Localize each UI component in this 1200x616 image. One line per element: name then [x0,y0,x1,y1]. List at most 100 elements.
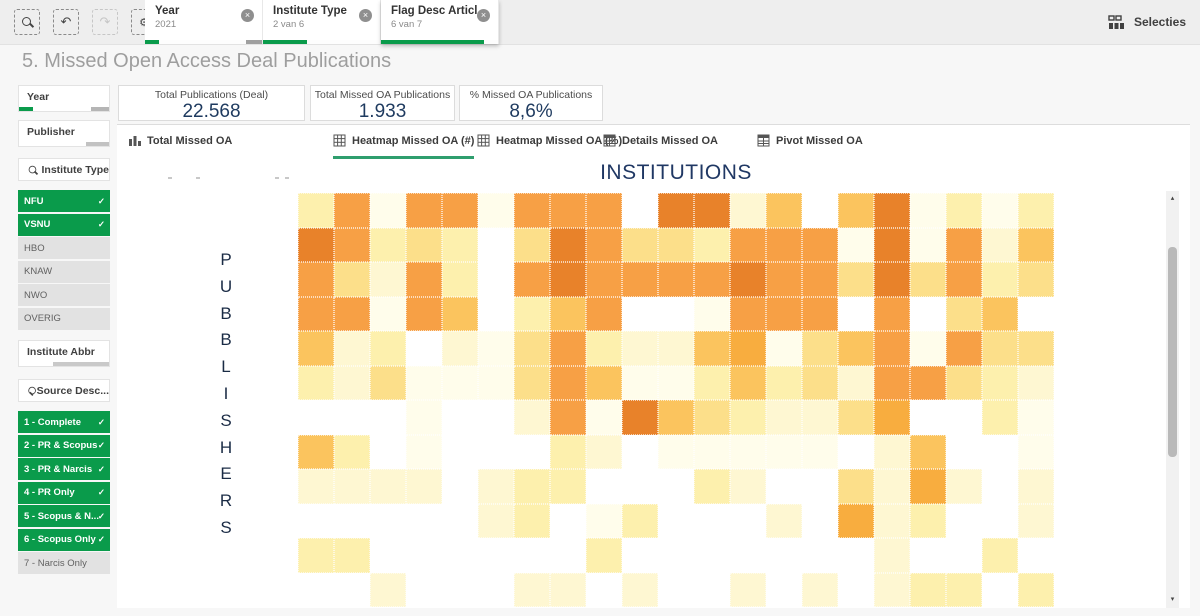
heatmap-cell[interactable] [766,193,802,228]
heatmap-cell[interactable] [514,331,550,366]
heatmap-cell[interactable] [766,573,802,608]
heatmap-cell[interactable] [946,262,982,297]
heatmap-cell[interactable] [766,400,802,435]
heatmap-cell[interactable] [1018,331,1054,366]
heatmap-cell[interactable] [334,227,370,262]
heatmap-cell[interactable] [406,434,442,469]
heatmap-cell[interactable] [874,572,910,607]
heatmap-cell[interactable] [910,297,946,332]
heatmap-cell[interactable] [406,538,442,573]
heatmap-cell[interactable] [586,434,622,469]
heatmap-cell[interactable] [370,538,406,573]
heatmap-cell[interactable] [910,227,946,262]
heatmap-cell[interactable] [442,400,478,435]
heatmap-cell[interactable] [874,262,910,297]
filter-source-desc[interactable]: Source Desc... [18,379,110,402]
heatmap-cell[interactable] [622,538,658,573]
heatmap-cell[interactable] [802,538,838,573]
heatmap-cell[interactable] [694,296,730,331]
undo-selection-button[interactable]: ↶ [53,9,79,35]
list-item-nfu[interactable]: NFU ✓ [18,190,110,212]
heatmap-cell[interactable] [982,262,1018,297]
tab-total-missed-oa[interactable]: Total Missed OA [128,134,232,156]
list-item-complete[interactable]: 1 - Complete ✓ [18,411,110,433]
heatmap-cell[interactable] [370,365,406,400]
selection-chip-flag-desc[interactable]: Flag Desc Articl... 6 van 7 × [381,0,499,44]
heatmap-cell[interactable] [478,262,514,297]
heatmap-cell[interactable] [982,331,1018,366]
heatmap-cell[interactable] [838,469,874,504]
heatmap-cell[interactable] [622,262,658,297]
list-item-nwo[interactable]: NWO [18,284,110,306]
heatmap-cell[interactable] [370,469,406,504]
heatmap-cell[interactable] [514,435,550,470]
heatmap-cell[interactable] [730,262,766,297]
heatmap-cell[interactable] [298,193,334,228]
heatmap-cell[interactable] [478,331,514,366]
heatmap-cell[interactable] [370,331,406,366]
heatmap-cell[interactable] [658,538,694,573]
heatmap-cell[interactable] [334,365,370,400]
heatmap-cell[interactable] [334,193,370,228]
heatmap-cell[interactable] [586,331,622,366]
heatmap-cell[interactable] [586,365,622,400]
list-item-pr-narcis[interactable]: 3 - PR & Narcis ✓ [18,458,110,480]
heatmap-cell[interactable] [946,331,982,366]
heatmap-cell[interactable] [694,400,730,435]
heatmap-cell[interactable] [550,504,586,539]
heatmap-cell[interactable] [874,503,910,538]
heatmap-cell[interactable] [730,227,766,262]
heatmap-cell[interactable] [694,227,730,262]
heatmap-cell[interactable] [622,469,658,504]
heatmap-cell[interactable] [838,193,874,228]
heatmap-cell[interactable] [478,435,514,470]
heatmap-cell[interactable] [730,365,766,400]
heatmap-cell[interactable] [838,503,874,538]
heatmap-cell[interactable] [370,435,406,470]
heatmap-cell[interactable] [514,538,550,573]
close-icon[interactable]: × [241,9,254,22]
heatmap-cell[interactable] [550,434,586,469]
heatmap-cell[interactable] [910,572,946,607]
heatmap-cell[interactable] [298,434,334,469]
heatmap-cell[interactable] [874,193,910,228]
heatmap-cell[interactable] [370,400,406,435]
heatmap-cell[interactable] [442,193,478,228]
list-item-pr-scopus[interactable]: 2 - PR & Scopus ✓ [18,434,110,457]
heatmap-cell[interactable] [334,573,370,608]
heatmap-cell[interactable] [946,193,982,228]
heatmap-cell[interactable] [1018,400,1054,435]
heatmap-cell[interactable] [334,331,370,366]
heatmap-cell[interactable] [478,193,514,228]
heatmap-cell[interactable] [334,262,370,297]
heatmap-cell[interactable] [658,434,694,469]
heatmap-cell[interactable] [910,262,946,297]
heatmap-cell[interactable] [802,365,838,400]
heatmap-cell[interactable] [658,400,694,435]
heatmap-cell[interactable] [442,365,478,400]
heatmap-cell[interactable] [874,538,910,573]
heatmap-cell[interactable] [298,504,334,539]
heatmap-cell[interactable] [478,400,514,435]
heatmap-cell[interactable] [550,227,586,262]
heatmap-cell[interactable] [550,296,586,331]
heatmap-cell[interactable] [550,469,586,504]
heatmap-cell[interactable] [910,503,946,538]
scrollbar-thumb[interactable] [1168,247,1177,457]
heatmap-cell[interactable] [982,227,1018,262]
heatmap-cell[interactable] [550,400,586,435]
heatmap-cell[interactable] [550,572,586,607]
heatmap-cell[interactable] [478,469,514,504]
heatmap-cell[interactable] [1018,469,1054,504]
heatmap-cell[interactable] [982,573,1018,608]
heatmap-cell[interactable] [658,469,694,504]
heatmap-cell[interactable] [694,331,730,366]
heatmap-cell[interactable] [802,193,838,228]
heatmap-cell[interactable] [838,400,874,435]
heatmap-cell[interactable] [658,331,694,366]
heatmap-cell[interactable] [802,296,838,331]
heatmap-cell[interactable] [658,297,694,332]
heatmap-cell[interactable] [982,193,1018,228]
heatmap-cell[interactable] [586,227,622,262]
heatmap-cell[interactable] [766,296,802,331]
